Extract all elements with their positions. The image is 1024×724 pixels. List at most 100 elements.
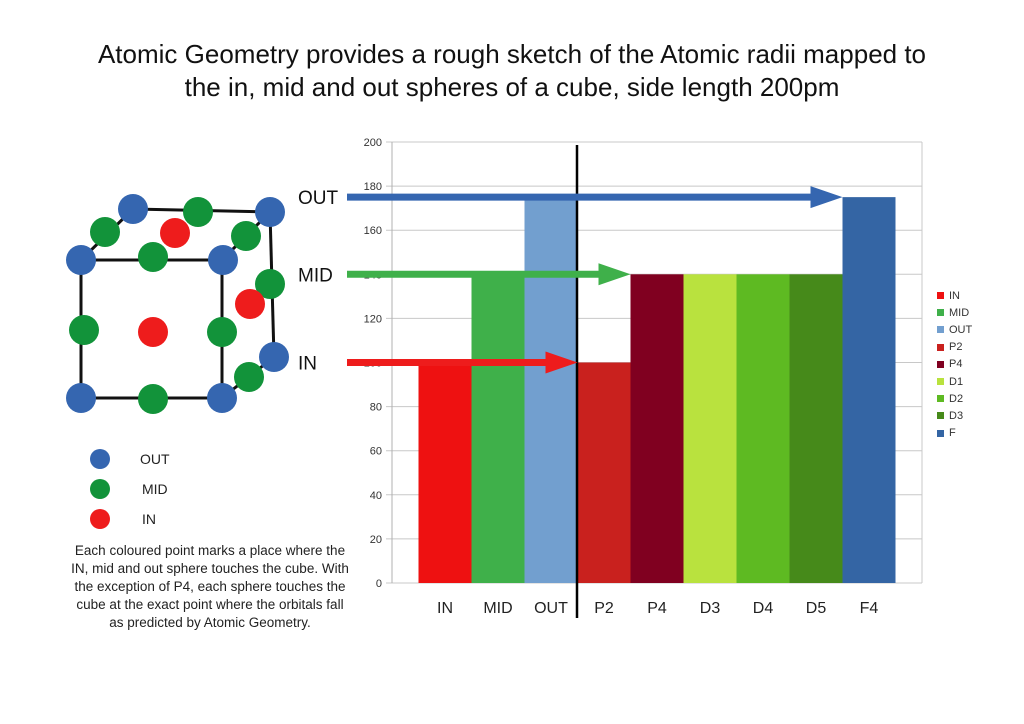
y-tick-label: 160 xyxy=(364,225,382,237)
bar-d3 xyxy=(683,274,737,583)
mid-point-icon xyxy=(183,197,213,227)
circle-icon xyxy=(90,449,110,469)
legend-item-d2: D2 xyxy=(937,390,972,407)
out-point-icon xyxy=(207,383,237,413)
legend-swatch-icon xyxy=(937,429,944,437)
y-tick-label: 40 xyxy=(370,490,382,502)
legend-label: D1 xyxy=(949,375,964,388)
legend-label: P2 xyxy=(949,341,963,354)
in-point-icon xyxy=(160,218,190,248)
bar-out xyxy=(524,197,578,583)
legend-label: D3 xyxy=(949,409,964,422)
bar-in xyxy=(418,362,472,583)
mid-arrow-icon xyxy=(347,263,631,286)
legend-item-out: OUT xyxy=(937,321,972,338)
legend-item-in: IN xyxy=(937,287,972,304)
legend-swatch-icon xyxy=(937,309,944,317)
legend-swatch-icon xyxy=(937,292,944,300)
legend-swatch-icon xyxy=(937,360,944,368)
x-tick-label: OUT xyxy=(534,600,568,617)
legend-item-p2: P2 xyxy=(937,339,972,356)
mid-point-icon xyxy=(231,221,261,251)
legend-label: F xyxy=(949,427,956,440)
bars xyxy=(418,197,896,583)
legend-label: OUT xyxy=(949,323,973,336)
out-arrow-icon xyxy=(347,186,843,209)
chart-title: Atomic Geometry provides a rough sketch … xyxy=(0,38,1024,104)
bar-d4 xyxy=(736,274,790,583)
in-arrow-icon xyxy=(347,351,578,374)
mid-point-icon xyxy=(138,242,168,272)
diagram-key: OUT MID IN xyxy=(90,444,230,534)
y-tick-label: 20 xyxy=(370,534,382,546)
y-tick-label: 80 xyxy=(370,402,382,414)
x-tick-label: P2 xyxy=(594,600,614,617)
x-axis-labels: IN MID OUT P2 P4 D3 D4 D5 F4 xyxy=(437,600,878,617)
in-arrow-label: IN xyxy=(298,354,317,375)
mid-point-icon xyxy=(138,384,168,414)
y-tick-label: 0 xyxy=(376,578,382,590)
bar-p4 xyxy=(630,274,684,583)
out-point-icon xyxy=(259,342,289,372)
in-point-icon xyxy=(235,289,265,319)
mid-point-icon xyxy=(90,217,120,247)
caption: Each coloured point marks a place where … xyxy=(71,543,349,630)
mid-arrow-label: MID xyxy=(298,265,333,286)
x-tick-label: IN xyxy=(437,600,453,617)
y-axis-labels: 020406080100120140160180200 xyxy=(364,137,382,590)
key-item-out: OUT xyxy=(90,444,230,474)
x-tick-label: D3 xyxy=(700,600,721,617)
cube-diagram xyxy=(66,194,289,414)
x-tick-label: D5 xyxy=(806,600,827,617)
out-point-icon xyxy=(118,194,148,224)
legend-label: IN xyxy=(949,289,960,302)
bar-p2 xyxy=(577,362,631,583)
key-label: MID xyxy=(142,481,168,497)
key-label: OUT xyxy=(140,451,170,467)
legend-swatch-icon xyxy=(937,412,944,420)
mid-point-icon xyxy=(69,315,99,345)
bar-f4 xyxy=(842,197,896,583)
legend-item-d1: D1 xyxy=(937,373,972,390)
key-label: IN xyxy=(142,511,156,527)
out-point-icon xyxy=(255,197,285,227)
title-line-1: Atomic Geometry provides a rough sketch … xyxy=(97,39,927,69)
legend-item-mid: MID xyxy=(937,304,972,321)
x-tick-label: P4 xyxy=(647,600,667,617)
in-point-icon xyxy=(138,317,168,347)
level-arrows: OUT MID IN xyxy=(298,186,843,375)
mid-point-icon xyxy=(234,362,264,392)
mid-point-icon xyxy=(255,269,285,299)
x-tick-label: MID xyxy=(483,600,512,617)
legend-swatch-icon xyxy=(937,343,944,351)
bar-d5 xyxy=(789,274,843,583)
key-item-in: IN xyxy=(90,504,230,534)
legend-item-d3: D3 xyxy=(937,407,972,424)
title-line-2: the in, mid and out spheres of a cube, s… xyxy=(184,72,840,102)
x-tick-label: F4 xyxy=(860,600,879,617)
chart-legend: IN MID OUT P2 P4 D1 D2 D3 F xyxy=(937,287,972,442)
legend-item-f: F xyxy=(937,425,972,442)
legend-label: MID xyxy=(949,306,970,319)
legend-label: D2 xyxy=(949,392,964,405)
legend-label: P4 xyxy=(949,358,963,371)
y-tick-label: 120 xyxy=(364,313,382,325)
out-point-icon xyxy=(66,383,96,413)
legend-item-p4: P4 xyxy=(937,356,972,373)
y-tick-label: 180 xyxy=(364,181,382,193)
out-point-icon xyxy=(208,245,238,275)
y-tick-label: 60 xyxy=(370,446,382,458)
y-tick-label: 200 xyxy=(364,137,382,149)
legend-swatch-icon xyxy=(937,395,944,403)
mid-point-icon xyxy=(207,317,237,347)
out-arrow-label: OUT xyxy=(298,188,339,209)
out-point-icon xyxy=(66,245,96,275)
circle-icon xyxy=(90,509,110,529)
legend-swatch-icon xyxy=(937,378,944,386)
key-item-mid: MID xyxy=(90,474,230,504)
legend-swatch-icon xyxy=(937,326,944,334)
bar-mid xyxy=(471,274,525,583)
x-tick-label: D4 xyxy=(753,600,774,617)
circle-icon xyxy=(90,479,110,499)
